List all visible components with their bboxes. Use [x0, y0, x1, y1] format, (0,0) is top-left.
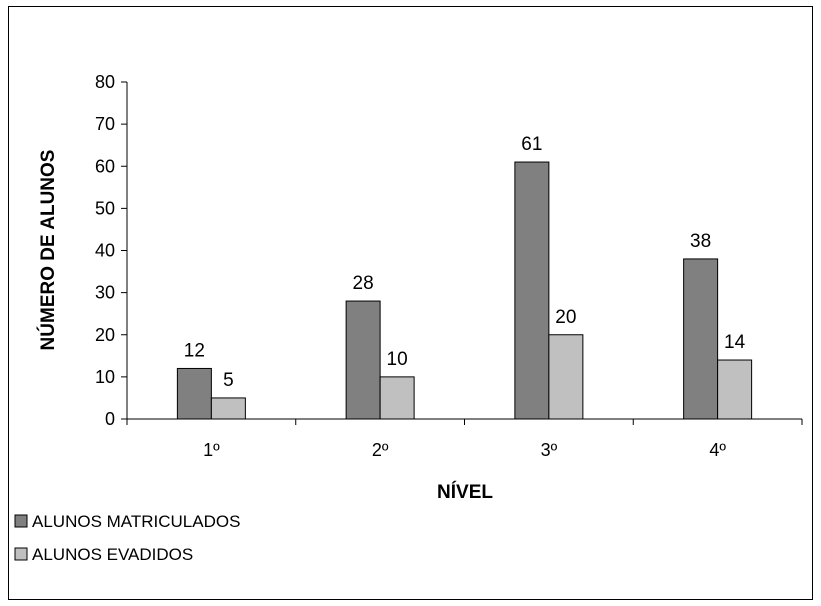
y-axis-title: NÚMERO DE ALUNOS — [37, 150, 59, 351]
x-tick-label: 4º — [709, 440, 726, 460]
y-tick-label: 40 — [95, 241, 115, 261]
data-label: 5 — [223, 370, 234, 391]
x-tick-label: 1º — [203, 440, 220, 460]
x-tick-label: 2º — [372, 440, 389, 460]
legend-label: ALUNOS EVADIDOS — [32, 545, 193, 564]
y-tick-label: 70 — [95, 114, 115, 134]
data-labels: 12 5 28 10 61 20 38 14 — [184, 134, 746, 391]
bar-matriculados — [176, 367, 212, 420]
bar-evadidos — [379, 376, 415, 420]
legend-label: ALUNOS MATRICULADOS — [32, 512, 240, 531]
legend-swatch — [14, 514, 28, 528]
bar-evadidos — [717, 359, 753, 420]
y-tick-label: 60 — [95, 156, 115, 176]
bar-matriculados — [345, 300, 381, 420]
bar-matriculados — [683, 258, 719, 420]
y-tick-label: 20 — [95, 325, 115, 345]
data-label: 28 — [353, 273, 374, 294]
x-axis-title: NÍVEL — [437, 481, 493, 503]
y-tick-label: 10 — [95, 367, 115, 387]
x-tick-label: 3º — [541, 440, 558, 460]
data-label: 38 — [690, 231, 711, 252]
bar-evadidos — [548, 334, 584, 420]
chart-frame — [8, 6, 813, 600]
data-label: 10 — [387, 349, 408, 370]
data-label: 12 — [184, 340, 205, 361]
bar-matriculados — [514, 161, 550, 420]
y-tick-label: 0 — [105, 409, 115, 429]
bar-evadidos — [210, 397, 246, 420]
data-label: 61 — [521, 134, 542, 155]
legend: ALUNOS MATRICULADOS ALUNOS EVADIDOS — [14, 512, 240, 564]
y-tick-label: 50 — [95, 198, 115, 218]
bars — [176, 161, 753, 420]
y-tick-label: 30 — [95, 283, 115, 303]
legend-swatch — [14, 547, 28, 561]
data-label: 14 — [724, 332, 746, 353]
y-tick-label: 80 — [95, 72, 115, 92]
data-label: 20 — [555, 307, 576, 328]
